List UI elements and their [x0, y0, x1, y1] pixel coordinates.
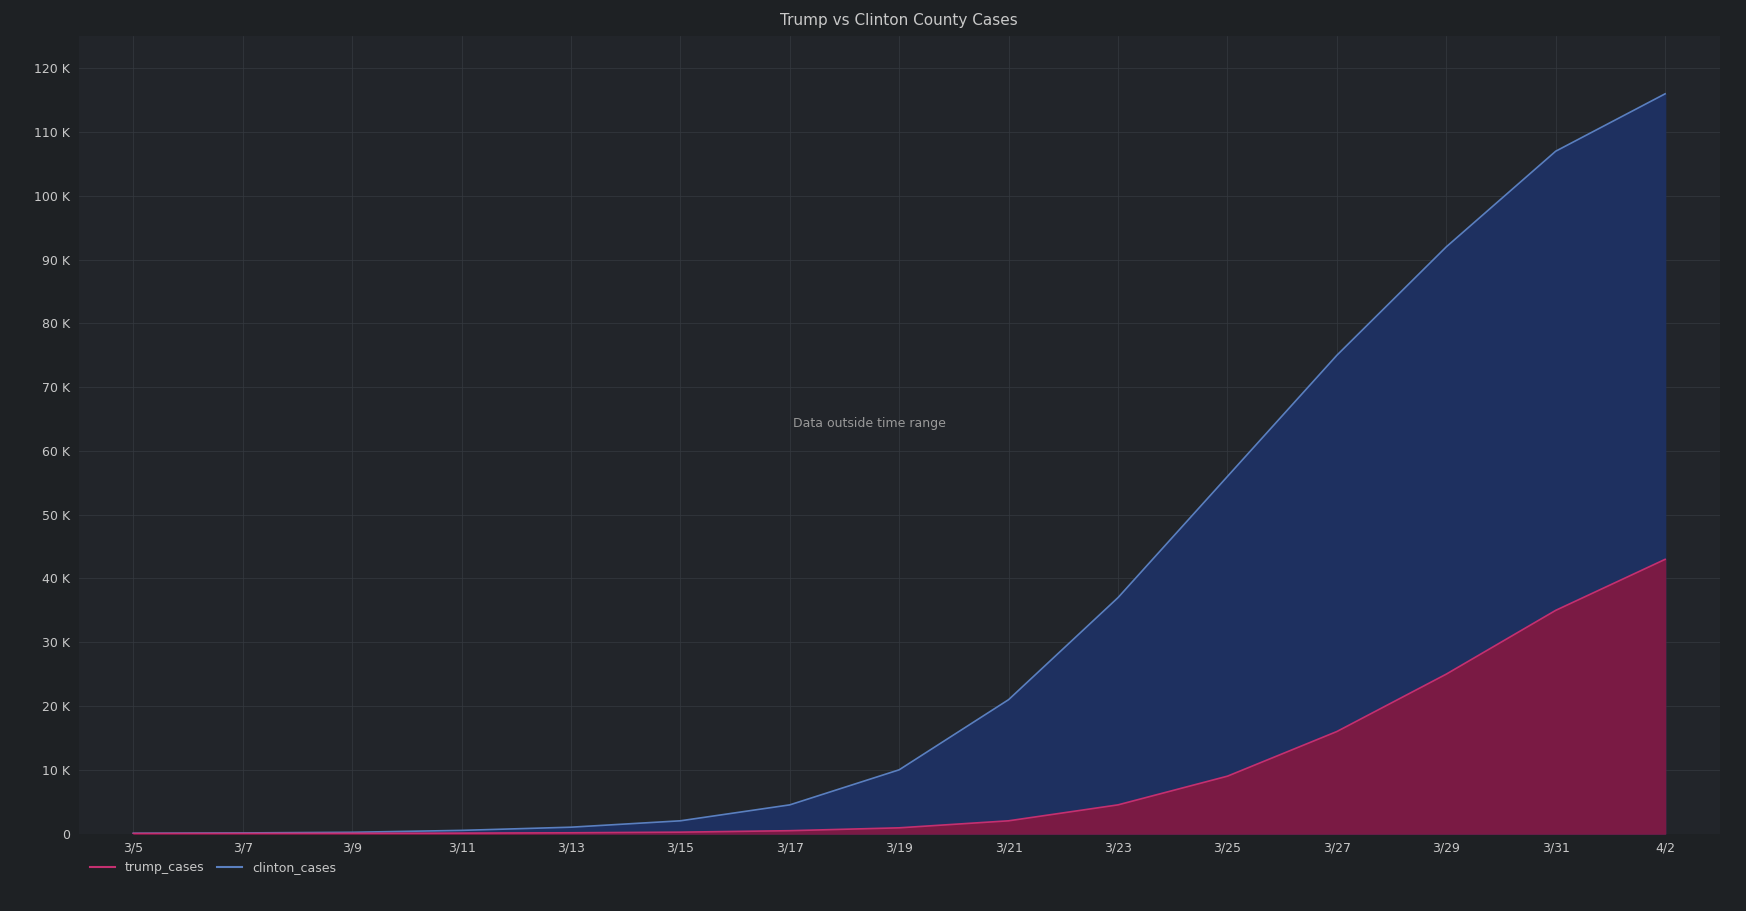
- Title: Trump vs Clinton County Cases: Trump vs Clinton County Cases: [780, 14, 1018, 28]
- Legend: trump_cases, clinton_cases: trump_cases, clinton_cases: [86, 856, 340, 879]
- Text: Data outside time range: Data outside time range: [793, 417, 945, 430]
